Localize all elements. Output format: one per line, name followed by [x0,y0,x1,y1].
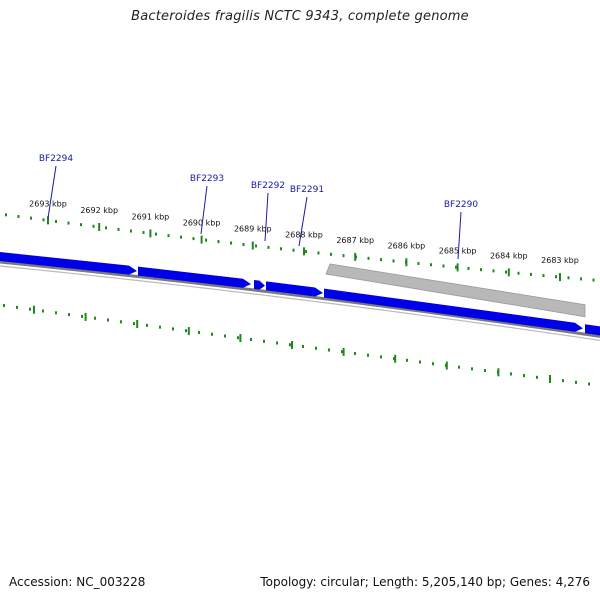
kbp-tick-label: 2691 kbp [132,212,170,221]
genome-title: Bacteroides fragilis NCTC 9343, complete… [131,9,469,24]
gene-label-bf2292[interactable]: BF2292 [251,181,285,191]
forward-gene-arrow[interactable] [138,266,251,288]
genome-summary-text: Topology: circular; Length: 5,205,140 bp… [260,575,590,589]
kbp-tick-label: 2688 kbp [285,230,323,239]
kbp-tick-label: 2693 kbp [29,199,67,208]
accession-text: Accession: NC_003228 [9,575,146,589]
forward-gene-arrow[interactable] [0,251,137,275]
forward-gene-arrow[interactable] [324,288,583,332]
forward-gene-arrow[interactable] [254,280,265,290]
kbp-tick-label: 2690 kbp [183,219,221,228]
forward-gene-arrow[interactable] [266,281,323,297]
gene-label-bf2294[interactable]: BF2294 [39,154,74,164]
gene-leader-line [200,185,208,235]
gene-leader-line [457,211,462,260]
kbp-tick-label: 2684 kbp [490,251,528,260]
kbp-tick-label: 2685 kbp [439,246,477,255]
gene-label-bf2290[interactable]: BF2290 [444,200,479,210]
kbp-tick-label: 2687 kbp [336,236,374,245]
kbp-tick-label: 2689 kbp [234,225,272,234]
gene-label-bf2293[interactable]: BF2293 [190,174,224,184]
kbp-tick-label: 2692 kbp [80,206,118,215]
gene-leader-line [264,192,269,242]
gene-leader-line [47,165,57,219]
genome-backbone-shadow [0,265,600,341]
gene-leader-line [298,196,308,247]
reverse-gene-block[interactable] [325,263,586,318]
kbp-tick-label: 2686 kbp [388,241,426,250]
forward-gene-arrow[interactable] [585,324,600,336]
gene-label-bf2291[interactable]: BF2291 [290,185,324,195]
genome-backbone [0,260,600,338]
kbp-tick-label: 2683 kbp [541,256,579,265]
